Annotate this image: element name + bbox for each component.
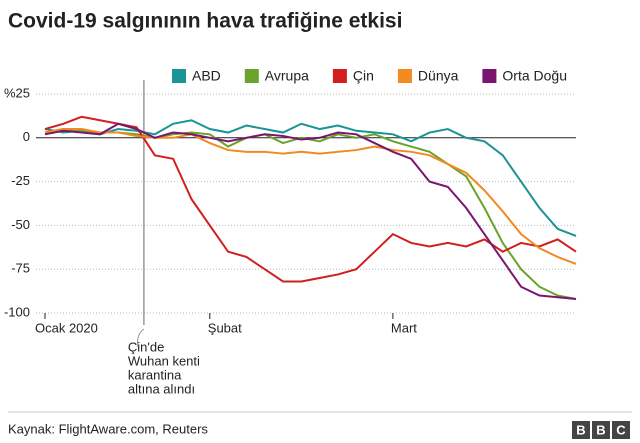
x-tick-label: Mart: [391, 320, 417, 335]
series-line: [44, 128, 577, 300]
annotation-hook: [137, 328, 145, 348]
legend-label: ABD: [192, 68, 221, 84]
x-tick-label: Ocak 2020: [35, 320, 98, 335]
series-line: [44, 128, 577, 265]
annotation: altına alındı: [128, 381, 195, 396]
y-tick-label: %25: [4, 85, 30, 100]
x-tick-label: Şubat: [208, 320, 242, 335]
legend-label: Orta Doğu: [502, 68, 567, 84]
y-tick-label: -75: [11, 261, 30, 276]
y-tick-label: -100: [4, 304, 30, 319]
annotation: karantina: [128, 367, 182, 382]
legend-swatch: [244, 69, 259, 83]
annotation: Çin'de: [128, 339, 164, 354]
y-tick-label: -50: [11, 217, 30, 232]
legend-label: Avrupa: [265, 68, 309, 84]
logo-letter: B: [596, 422, 605, 437]
legend-swatch: [172, 69, 186, 83]
source: Kaynak: FlightAware.com, Reuters: [8, 421, 208, 436]
legend-swatch: [482, 69, 497, 83]
logo-box: [612, 421, 630, 439]
y-tick-label: 0: [23, 129, 30, 144]
series-line: [44, 115, 577, 283]
series-line: [44, 119, 577, 237]
logo-box: [572, 421, 590, 439]
legend-swatch: [397, 69, 412, 83]
logo-letter: B: [576, 422, 585, 437]
legend-swatch: [332, 69, 347, 83]
legend-label: Dünya: [418, 68, 459, 84]
y-tick-label: -25: [11, 173, 30, 188]
annotation: Wuhan kenti: [128, 353, 200, 368]
series-line: [44, 122, 577, 300]
logo-letter: C: [616, 422, 626, 437]
logo-box: [592, 421, 610, 439]
legend-label: Çin: [353, 68, 374, 84]
chart-title: Covid-19 salgınının hava trafiğine etkis…: [8, 10, 402, 33]
